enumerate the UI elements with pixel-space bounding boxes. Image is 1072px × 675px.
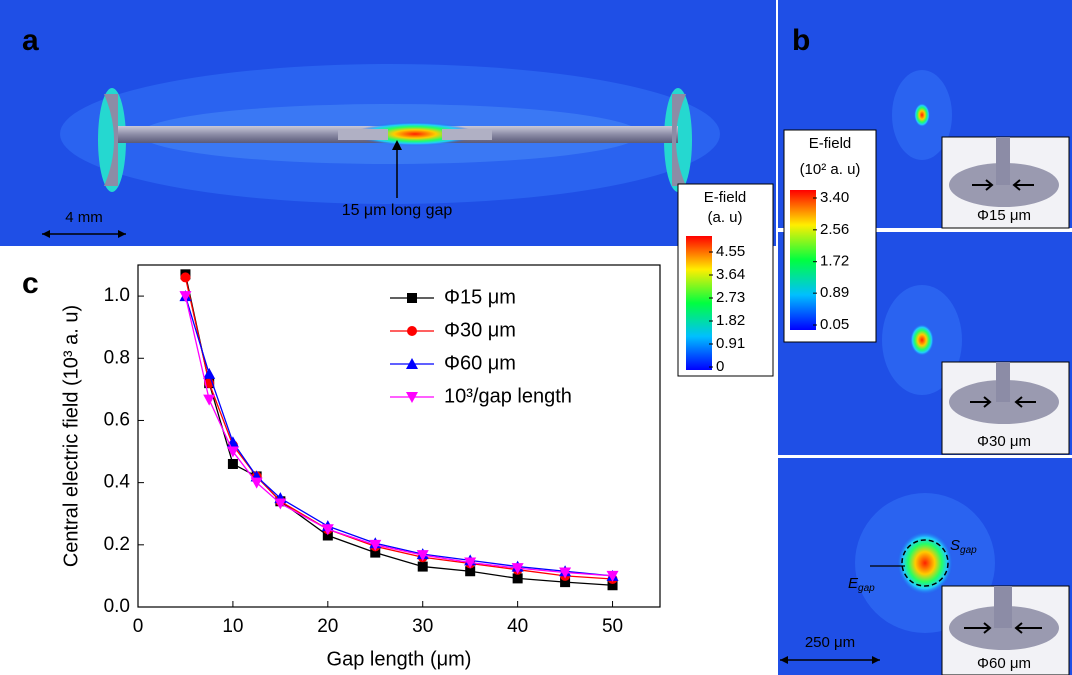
x-tick-label: 30 xyxy=(412,616,433,637)
inset-label: Φ15 μm xyxy=(977,207,1031,224)
colorbar-unit: (a. u) xyxy=(707,209,742,226)
marker xyxy=(607,580,618,591)
colorbar-tick-label: 0.89 xyxy=(820,284,849,301)
marker xyxy=(512,573,523,584)
legend-label: Φ15 μm xyxy=(444,286,516,308)
legend-label: Φ60 μm xyxy=(444,352,516,374)
field-symbol: Egap xyxy=(848,575,875,594)
colorbar-tick-label: 1.82 xyxy=(716,312,745,329)
series-line xyxy=(184,274,613,586)
marker xyxy=(203,367,216,379)
x-tick-label: 20 xyxy=(317,616,338,637)
y-tick-label: 0.8 xyxy=(104,347,130,368)
legend-label: Φ30 μm xyxy=(444,319,516,341)
marker xyxy=(203,394,216,406)
panel-a: a 15 μm long gap 4 mm xyxy=(0,0,776,246)
colorbar-title: E-field xyxy=(809,135,852,152)
series-line xyxy=(184,295,613,577)
inset-label: Φ60 μm xyxy=(977,655,1031,672)
colorbar-tick-label: 4.55 xyxy=(716,243,745,260)
colorbar-a: E-field (a. u) xyxy=(677,183,774,377)
plot: 0 10 20 30 40 50 0.0 0.2 0.4 0.6 0.8 1.0 Gap length … xyxy=(60,264,661,670)
colorbar-tick-label: 0.91 xyxy=(716,335,745,352)
y-tick-label: 0.2 xyxy=(104,534,130,555)
marker xyxy=(179,291,192,303)
legend-label: 10³/gap length xyxy=(444,385,572,407)
panel-c xyxy=(0,248,776,675)
x-tick-label: 0 xyxy=(133,616,144,637)
colorbar-tick-label: 0 xyxy=(716,358,724,375)
marker xyxy=(559,567,572,579)
y-tick-label: 0.4 xyxy=(104,472,131,493)
colorbar-tick-label: 2.56 xyxy=(820,221,849,238)
marker xyxy=(274,498,287,510)
marker xyxy=(226,446,239,458)
x-tick-label: 50 xyxy=(602,616,623,637)
symbol: S xyxy=(950,537,960,554)
colorbar-title: E-field xyxy=(704,189,747,206)
colorbar-tick-label: 3.64 xyxy=(716,266,745,283)
legend-marker xyxy=(407,293,417,303)
marker xyxy=(321,524,334,536)
marker xyxy=(180,272,191,283)
plot-frame xyxy=(137,264,661,608)
area-symbol: Sgap xyxy=(950,537,977,556)
series-line xyxy=(184,277,613,580)
marker xyxy=(227,458,238,469)
marker xyxy=(560,577,571,588)
marker xyxy=(606,570,619,582)
marker xyxy=(250,477,263,489)
colorbar-tick-label: 3.40 xyxy=(820,189,849,206)
marker xyxy=(511,563,524,575)
legend-marker xyxy=(406,358,418,369)
y-tick-label: 0.0 xyxy=(104,596,130,617)
inset-label: Φ30 μm xyxy=(977,433,1031,450)
colorbar-tick-label: 0.05 xyxy=(820,316,849,333)
y-axis-label: Central electric field (10³ a. u) xyxy=(60,305,82,567)
marker xyxy=(465,566,476,577)
colorbar-b: E-field (10² a. u) xyxy=(783,129,877,343)
legend-marker xyxy=(406,392,418,403)
y-tick-label: 1.0 xyxy=(104,285,130,306)
y-tick-label: 0.6 xyxy=(104,409,130,430)
x-axis-label: Gap length (μm) xyxy=(327,648,472,670)
panel-label: c xyxy=(22,267,39,300)
colorbar-tick-label: 1.72 xyxy=(820,253,849,270)
marker xyxy=(370,547,381,558)
marker xyxy=(369,539,382,551)
subscript: gap xyxy=(960,545,977,556)
marker xyxy=(464,557,477,569)
subscript: gap xyxy=(858,583,875,594)
marker xyxy=(322,530,333,541)
colorbar-tick-label: 2.73 xyxy=(716,289,745,306)
annotation: 15 μm long gap xyxy=(342,202,453,219)
x-tick-label: 10 xyxy=(222,616,243,637)
x-tick-label: 40 xyxy=(507,616,528,637)
scale-label: 250 μm xyxy=(805,634,855,651)
panel-label: b xyxy=(792,24,810,57)
legend-marker xyxy=(407,326,417,336)
marker xyxy=(417,561,428,572)
panel-label: a xyxy=(22,24,39,57)
marker xyxy=(416,550,429,562)
series-line xyxy=(184,295,613,577)
colorbar-unit: (10² a. u) xyxy=(800,161,861,178)
symbol: E xyxy=(848,575,859,592)
scale-label: 4 mm xyxy=(65,209,103,226)
